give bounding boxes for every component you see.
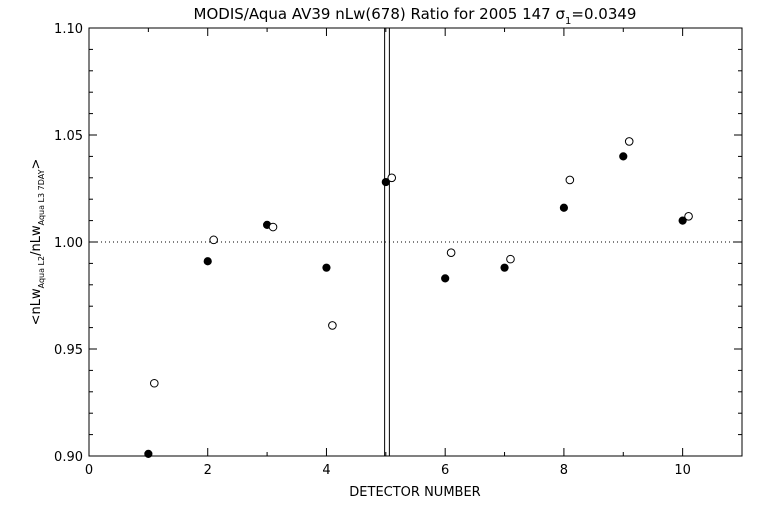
y-axis-label-sub2: Aqua L3 7DAY (37, 169, 46, 225)
y-tick-labels: 0.90 0.95 1.00 1.05 1.10 (54, 22, 83, 465)
open-point-3 (268, 222, 278, 232)
open-point-7 (506, 254, 515, 264)
data-points (144, 137, 693, 458)
reference-lines (89, 28, 742, 456)
filled-point-10 (678, 216, 687, 225)
plot-frame (88, 27, 743, 457)
x-tick-label: 2 (204, 463, 212, 478)
filled-point-9 (619, 152, 628, 161)
y-axis-label-sub1: Aqua L2 (37, 256, 46, 288)
chart-title-suffix: =0.0349 (571, 5, 636, 23)
filled-point-1 (144, 449, 153, 458)
y-tick-label: 1.05 (54, 129, 83, 144)
x-tick-label: 4 (322, 463, 330, 478)
chart-title-main: MODIS/Aqua AV39 nLw(678) Ratio for 2005 … (194, 5, 566, 23)
x-tick-label: 6 (441, 463, 449, 478)
x-axis-label: DETECTOR NUMBER (349, 485, 480, 500)
open-point-8 (565, 175, 575, 185)
x-tick-labels: 0 2 4 6 8 10 (85, 463, 691, 478)
y-axis-label: <nLwAqua L2/nLwAqua L3 7DAY> (29, 159, 46, 326)
open-point-1 (150, 378, 159, 388)
y-axis-label-close: > (29, 159, 44, 170)
filled-point-7 (500, 263, 509, 272)
x-tick-label: 0 (85, 463, 93, 478)
chart-title: MODIS/Aqua AV39 nLw(678) Ratio for 2005 … (194, 5, 637, 27)
filled-point-6 (441, 274, 450, 283)
y-tick-label: 0.90 (54, 450, 83, 465)
x-tick-label: 8 (560, 463, 568, 478)
filled-point-8 (559, 203, 569, 212)
y-tick-label: 1.10 (54, 22, 83, 37)
y-tick-label: 0.95 (54, 343, 83, 358)
x-tick-label: 10 (674, 463, 691, 478)
chart-title-subscript: 1 (565, 16, 571, 27)
open-point-9 (624, 137, 634, 146)
open-point-6 (446, 248, 456, 257)
filled-point-4 (322, 263, 331, 272)
y-tick-label: 1.00 (54, 236, 83, 251)
filled-point-5 (381, 177, 390, 187)
open-point-4 (328, 321, 337, 330)
axis-ticks (88, 27, 743, 457)
y-axis-label-open: <nLw (29, 288, 44, 325)
open-point-5 (387, 173, 397, 183)
open-point-10 (684, 212, 693, 221)
y-axis-label-mid: /nLw (29, 225, 44, 256)
open-point-2 (209, 235, 218, 245)
filled-point-2 (203, 257, 212, 266)
